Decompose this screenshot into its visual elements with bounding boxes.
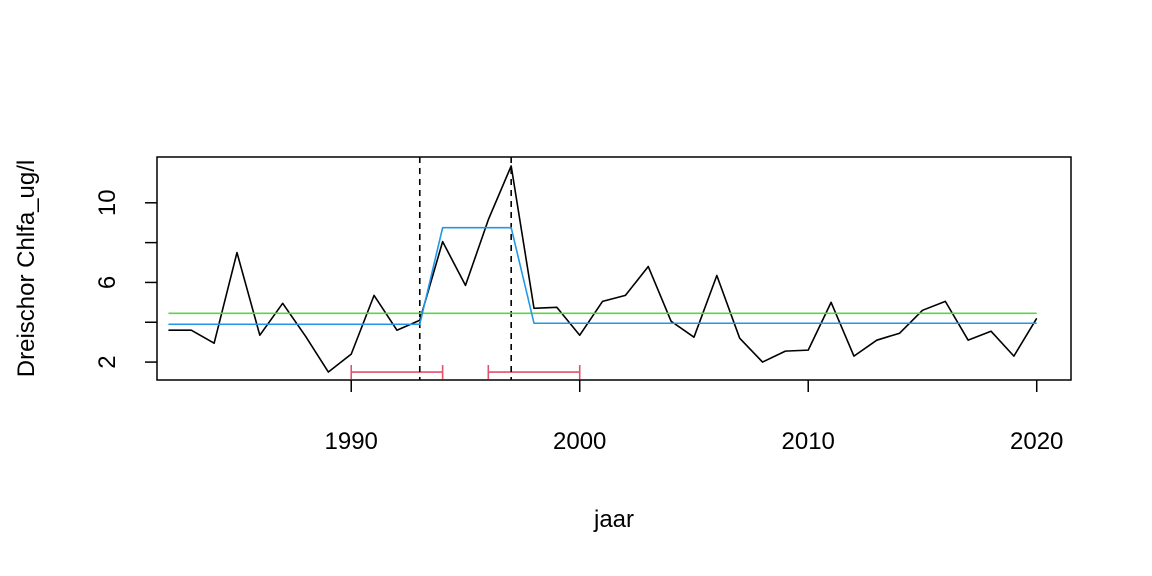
x-axis-label: jaar bbox=[593, 506, 634, 533]
x-tick-label: 2010 bbox=[782, 428, 835, 455]
plot-frame bbox=[156, 156, 1072, 381]
series-lines bbox=[168, 165, 1038, 373]
y-tick-label: 10 bbox=[94, 189, 121, 216]
series-line-1 bbox=[168, 165, 1038, 373]
confidence-intervals bbox=[350, 365, 581, 380]
y-axis-label: Dreischor Chlfa_ug/l bbox=[13, 160, 40, 377]
x-tick-label: 1990 bbox=[325, 428, 378, 455]
y-axis: 2 6 10 bbox=[94, 189, 157, 369]
x-axis: 1990 2000 2010 2020 bbox=[325, 380, 1063, 455]
confidence-interval-1 bbox=[350, 365, 444, 380]
confidence-interval-2 bbox=[487, 365, 581, 380]
breakpoint-lines bbox=[418, 157, 512, 380]
y-tick-label: 6 bbox=[94, 276, 121, 289]
x-tick-label: 2020 bbox=[1010, 428, 1063, 455]
x-tick-label: 2000 bbox=[553, 428, 606, 455]
series-line-3 bbox=[168, 226, 1037, 326]
y-tick-label: 2 bbox=[94, 355, 121, 368]
